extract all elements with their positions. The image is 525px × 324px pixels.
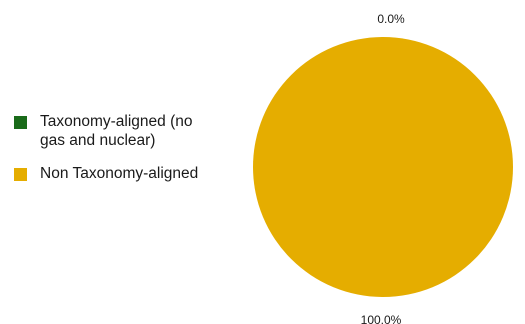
legend-label-taxonomy-aligned: Taxonomy-aligned (no gas and nuclear) [40, 113, 193, 149]
legend-swatch-taxonomy-aligned [14, 116, 27, 129]
legend-item-non-taxonomy-aligned: Non Taxonomy-aligned [14, 164, 204, 183]
legend-swatch-non-taxonomy-aligned [14, 168, 27, 181]
legend-label-non-taxonomy-aligned: Non Taxonomy-aligned [40, 165, 199, 182]
pie-slice-non-taxonomy-aligned [253, 37, 513, 297]
chart-legend: Taxonomy-aligned (no gas and nuclear) No… [14, 112, 204, 197]
legend-item-taxonomy-aligned: Taxonomy-aligned (no gas and nuclear) [14, 112, 204, 150]
pie-data-label-non-taxonomy-aligned: 100.0% [361, 313, 402, 324]
pie-data-label-taxonomy-aligned: 0.0% [377, 12, 405, 26]
